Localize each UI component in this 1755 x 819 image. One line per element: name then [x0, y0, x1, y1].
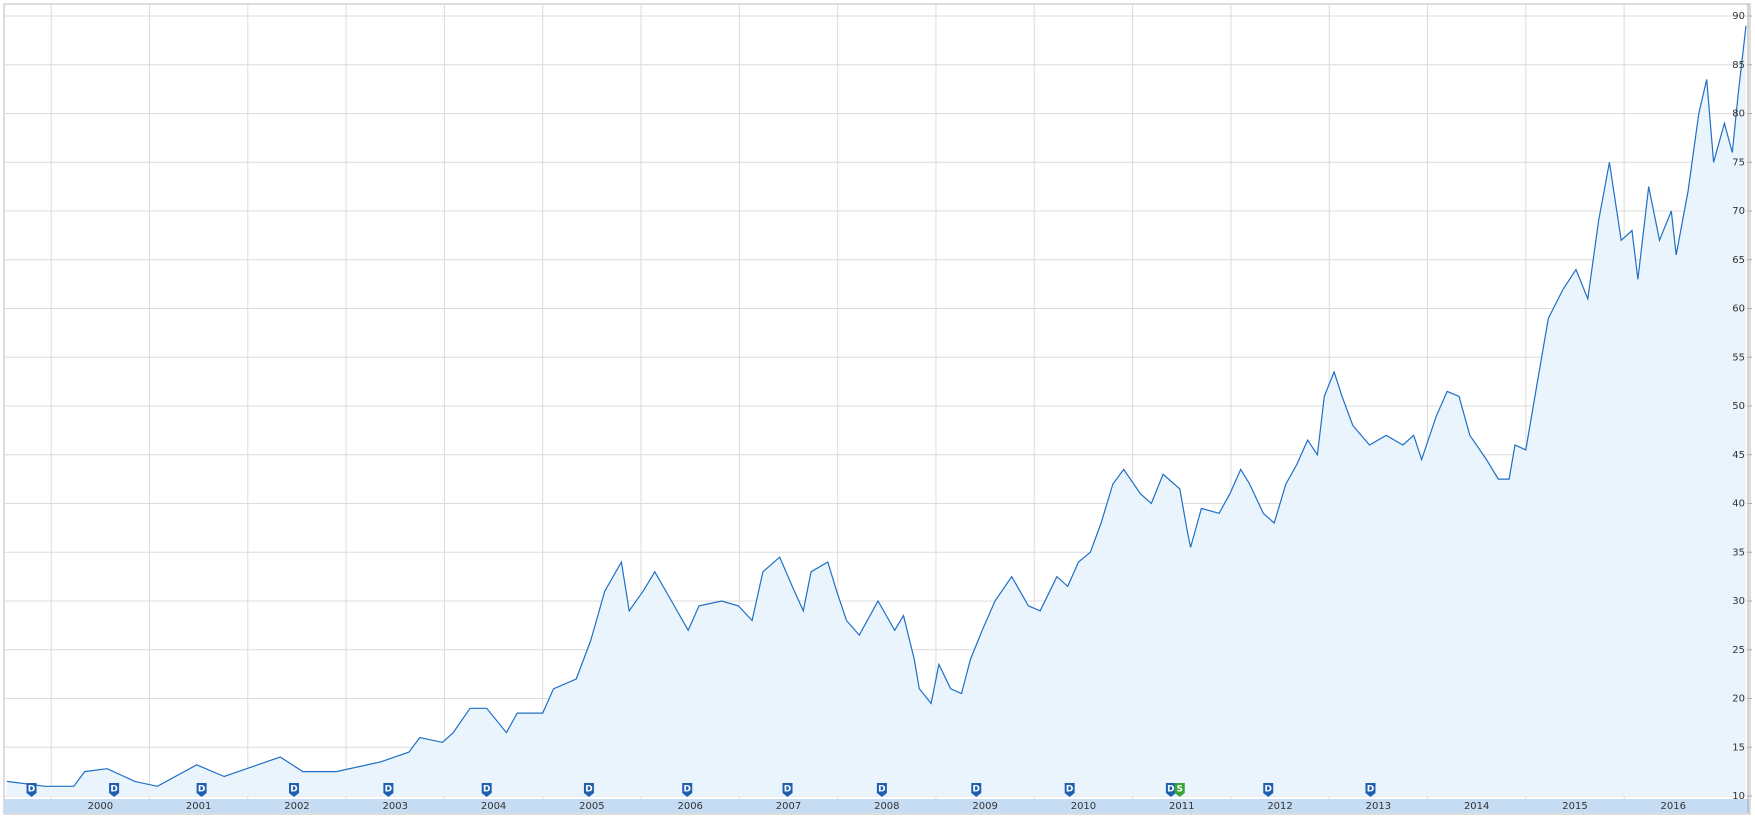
event-marker: S: [1174, 783, 1185, 797]
event-label: D: [198, 785, 205, 795]
event-flag: [383, 783, 394, 797]
event-flag: [1064, 783, 1075, 797]
x-tick-label: 2012: [1267, 801, 1292, 812]
event-label: D: [585, 785, 592, 795]
time-band: [4, 799, 1750, 813]
event-flag: [289, 783, 300, 797]
x-tick-label: 2000: [88, 801, 113, 812]
x-tick-label: 2003: [383, 801, 408, 812]
y-tick-label: 25: [1732, 645, 1745, 656]
price-line: [6, 25, 1747, 787]
event-marker: D: [876, 783, 887, 797]
y-tick-label: 30: [1732, 596, 1745, 607]
y-tick-label: 90: [1732, 11, 1745, 22]
event-flag: [26, 783, 37, 797]
event-label: S: [1177, 785, 1183, 795]
x-tick-label: 2002: [284, 801, 309, 812]
y-tick-label: 60: [1732, 304, 1745, 315]
x-tick-label: 2016: [1661, 801, 1686, 812]
event-label: D: [290, 785, 297, 795]
event-marker: D: [383, 783, 394, 797]
event-flag: [1174, 783, 1185, 797]
event-label: D: [784, 785, 791, 795]
event-label: D: [973, 785, 980, 795]
event-flag: [682, 783, 693, 797]
event-label: D: [385, 785, 392, 795]
area: [6, 25, 1746, 797]
event-flag: [109, 783, 120, 797]
y-tick-label: 55: [1732, 352, 1745, 363]
event-marker: D: [1263, 783, 1274, 797]
event-flag: [971, 783, 982, 797]
event-flag: [1165, 783, 1176, 797]
event-flag: [1365, 783, 1376, 797]
event-marker: D: [682, 783, 693, 797]
y-tick-label: 70: [1732, 206, 1745, 217]
x-tick-label: 2010: [1071, 801, 1096, 812]
x-tick-label: 2015: [1562, 801, 1587, 812]
event-label: D: [1265, 785, 1272, 795]
event-flag: [583, 783, 594, 797]
x-tick-label: 2007: [776, 801, 801, 812]
event-flag: [876, 783, 887, 797]
event-label: D: [1367, 785, 1374, 795]
x-tick-label: 2013: [1366, 801, 1391, 812]
event-marker: D: [1165, 783, 1176, 797]
y-tick-label: 15: [1732, 742, 1745, 753]
event-label: D: [110, 785, 117, 795]
event-marker: D: [481, 783, 492, 797]
event-marker: D: [1064, 783, 1075, 797]
event-marker: D: [289, 783, 300, 797]
x-tick-label: 2009: [972, 801, 997, 812]
event-label: D: [28, 785, 35, 795]
event-marker: D: [109, 783, 120, 797]
event-marker: D: [971, 783, 982, 797]
y-tick-label: 50: [1732, 401, 1745, 412]
y-tick-label: 65: [1732, 255, 1745, 266]
event-label: D: [1066, 785, 1073, 795]
event-flag: [196, 783, 207, 797]
event-marker: D: [196, 783, 207, 797]
x-tick-label: 2008: [874, 801, 899, 812]
y-tick-label: 85: [1732, 60, 1745, 71]
event-marker: D: [583, 783, 594, 797]
y-tick-label: 45: [1732, 450, 1745, 461]
event-label: D: [483, 785, 490, 795]
event-label: D: [684, 785, 691, 795]
x-tick-label: 2005: [579, 801, 604, 812]
x-tick-label: 2001: [186, 801, 211, 812]
event-flag: [782, 783, 793, 797]
x-tick-label: 2004: [481, 801, 506, 812]
y-tick-label: 35: [1732, 547, 1745, 558]
event-label: D: [1167, 785, 1174, 795]
y-tick-label: 75: [1732, 157, 1745, 168]
event-flag: [1263, 783, 1274, 797]
y-tick-label: 40: [1732, 499, 1745, 510]
event-marker: D: [1365, 783, 1376, 797]
y-tick-label: 10: [1732, 791, 1745, 802]
event-flag: [481, 783, 492, 797]
x-tick-label: 2011: [1169, 801, 1194, 812]
x-tick-label: 2014: [1464, 801, 1489, 812]
y-tick-label: 80: [1732, 109, 1745, 120]
event-marker: D: [26, 783, 37, 797]
x-tick-label: 2006: [677, 801, 702, 812]
event-marker: D: [782, 783, 793, 797]
event-label: D: [878, 785, 885, 795]
y-tick-label: 20: [1732, 694, 1745, 705]
